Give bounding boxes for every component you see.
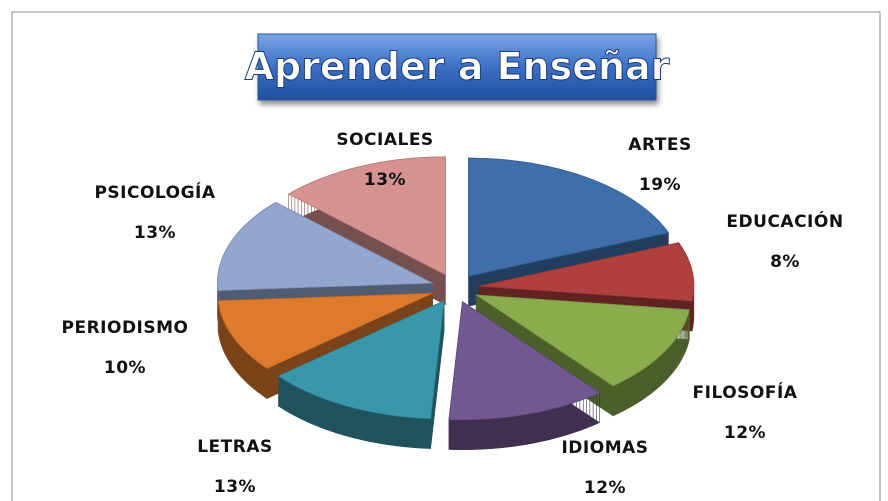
value-label: 13% <box>364 170 406 190</box>
chart-title: Aprender a Enseñar <box>245 45 670 89</box>
slice <box>217 201 434 291</box>
slice <box>448 301 601 421</box>
slice <box>217 292 433 369</box>
value-label: 19% <box>639 175 681 195</box>
value-label: 10% <box>104 358 146 378</box>
slice <box>277 300 445 420</box>
value-label: 8% <box>770 252 800 272</box>
category-label: EDUCACIÓN <box>726 210 843 232</box>
labels: ARTES 19% EDUCACIÓN 8% FILOSOFÍA 12% IDIOMAS 12… <box>62 130 844 498</box>
category-label: FILOSOFÍA <box>693 381 798 403</box>
pie <box>217 156 695 450</box>
category-label: PSICOLOGÍA <box>94 181 215 203</box>
slice <box>287 156 446 276</box>
slice <box>478 242 695 302</box>
category-label: IDIOMAS <box>561 438 648 458</box>
value-label: 13% <box>134 223 176 243</box>
value-label: 12% <box>724 423 766 443</box>
category-label: ARTES <box>628 135 691 155</box>
value-label: 12% <box>584 478 626 498</box>
title-box <box>257 33 657 101</box>
slice <box>468 157 670 277</box>
category-label: LETRAS <box>197 437 273 457</box>
category-label: PERIODISMO <box>62 318 189 338</box>
category-label: SOCIALES <box>336 130 433 150</box>
slice <box>474 294 690 387</box>
value-label: 13% <box>214 477 256 497</box>
